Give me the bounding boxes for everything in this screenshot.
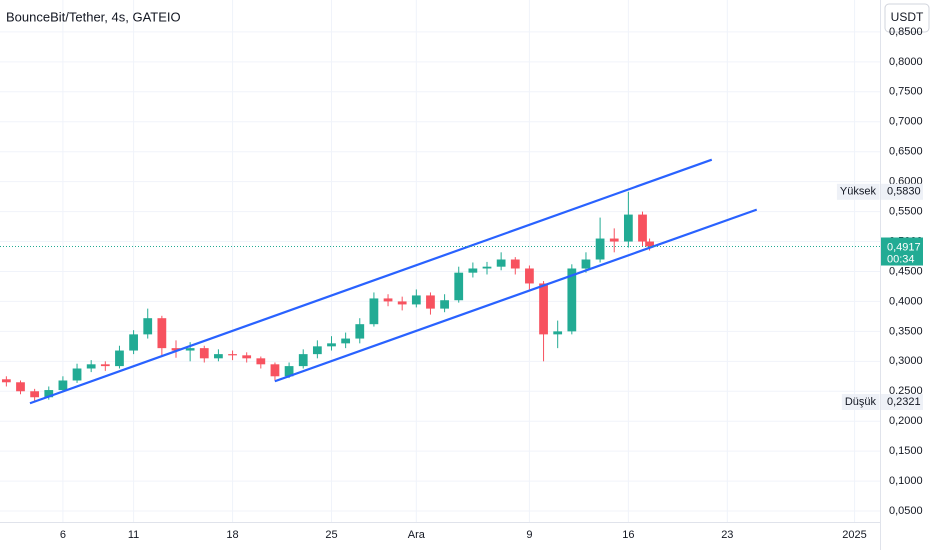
y-tick-label: 0,7500 <box>889 86 923 98</box>
candle-body <box>129 334 138 351</box>
candle-body <box>525 268 534 284</box>
last-price-box <box>881 237 923 266</box>
marker-value-label: 0,5830 <box>887 186 921 198</box>
currency-button[interactable] <box>884 3 930 33</box>
candle-body <box>411 295 421 305</box>
candle-body <box>270 364 280 377</box>
y-tick-label: 0,3000 <box>889 355 923 367</box>
y-tick-label: 0,8000 <box>889 56 923 68</box>
chart-title: BounceBit/Tether, 4s, GATEIO <box>6 9 181 24</box>
trendline <box>29 158 713 405</box>
candle-body <box>638 214 647 242</box>
candle-body <box>185 348 195 351</box>
candle-body <box>539 283 548 335</box>
plot <box>1 158 758 405</box>
y-tick-label: 0,1500 <box>889 445 923 457</box>
candle-body <box>383 298 393 302</box>
y-tick-label: 0,1000 <box>889 475 923 487</box>
x-tick-label: 18 <box>226 529 238 541</box>
y-tick-label: 0,2000 <box>889 415 923 427</box>
candle-body <box>143 318 153 335</box>
candle-body <box>397 301 407 305</box>
y-tick-label: 0,3500 <box>889 325 923 337</box>
candle-body <box>567 268 577 332</box>
candle-body <box>199 348 209 359</box>
trendline <box>274 208 758 383</box>
x-tick-label: 11 <box>128 529 139 541</box>
x-tick-label: 16 <box>622 529 634 541</box>
candle-body <box>553 331 563 335</box>
marker-value-box <box>881 183 923 200</box>
marker-text: Yüksek <box>840 186 877 198</box>
candle-body <box>595 238 605 260</box>
x-tick-label: 23 <box>721 529 733 541</box>
y-tick-label: 0,6500 <box>889 146 923 158</box>
candle-body <box>171 348 181 351</box>
x-tick-label: 25 <box>325 529 337 541</box>
candle-body <box>242 355 252 359</box>
grid <box>0 0 880 522</box>
countdown-label: 00:34 <box>887 253 915 265</box>
candle-body <box>645 241 654 247</box>
x-tick-label: 2025 <box>842 529 866 541</box>
candle-body <box>468 268 478 273</box>
currency-label[interactable]: USDT <box>891 10 924 24</box>
candle-body <box>496 259 506 267</box>
marker-text-box <box>836 183 880 200</box>
y-tick-label: 0,0500 <box>889 505 923 517</box>
candle-body <box>72 368 82 381</box>
candle-body <box>355 324 365 339</box>
candle-body <box>440 300 449 309</box>
x-tick-label: 9 <box>526 529 532 541</box>
candle-body <box>30 391 40 398</box>
marker-text: Düşük <box>845 396 877 408</box>
candle-body <box>58 380 68 391</box>
candle-body <box>1 379 11 383</box>
candle-body <box>86 364 96 369</box>
y-tick-label: 0,4000 <box>889 295 923 307</box>
x-tick-label: Ara <box>408 529 426 541</box>
y-tick-label: 0,5500 <box>889 205 923 217</box>
candle-body <box>157 318 167 349</box>
candle-body <box>312 346 322 355</box>
candle-body <box>44 390 54 398</box>
candle-body <box>482 266 492 269</box>
candle-body <box>214 354 223 359</box>
marker-text-box <box>841 393 880 410</box>
candle-body <box>369 298 379 325</box>
candle-body <box>298 354 308 367</box>
candle-body <box>100 364 110 367</box>
candle-body <box>609 238 619 242</box>
candle-body <box>327 343 336 347</box>
y-tick-label: 0,8500 <box>889 26 923 38</box>
candle-body <box>284 366 294 377</box>
marker-value-label: 0,2321 <box>887 396 921 408</box>
x-tick-label: 6 <box>60 529 66 541</box>
candle-body <box>623 214 633 242</box>
candle-body <box>256 358 266 365</box>
y-tick-label: 0,4500 <box>889 265 923 277</box>
candle-body <box>454 272 464 301</box>
candle-body <box>228 354 237 356</box>
candle-body <box>426 295 435 309</box>
y-tick-label: 0,7000 <box>889 116 923 128</box>
candle-body <box>115 350 124 367</box>
last-price-label: 0,4917 <box>887 241 921 253</box>
marker-value-box <box>881 393 923 410</box>
candle-body <box>581 259 591 269</box>
candle-body <box>16 382 25 392</box>
candle-body <box>510 259 520 269</box>
candle-body <box>341 338 351 344</box>
